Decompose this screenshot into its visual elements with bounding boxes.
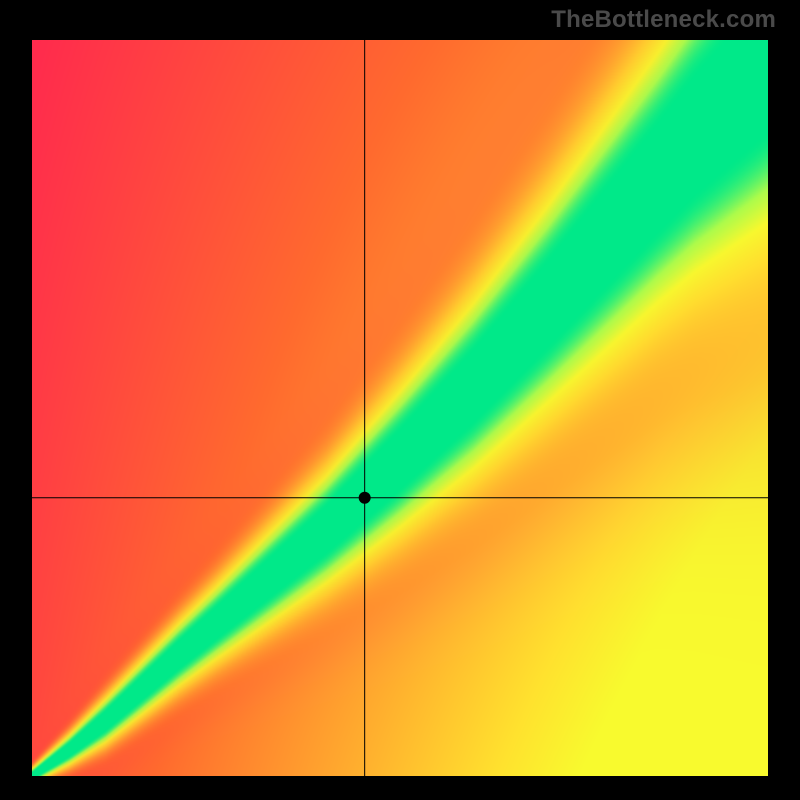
- marker-dot: [359, 492, 371, 504]
- chart-frame: { "watermark": { "text": "TheBottleneck.…: [0, 0, 800, 800]
- heatmap-overlay: [32, 40, 768, 776]
- watermark-text: TheBottleneck.com: [551, 6, 776, 34]
